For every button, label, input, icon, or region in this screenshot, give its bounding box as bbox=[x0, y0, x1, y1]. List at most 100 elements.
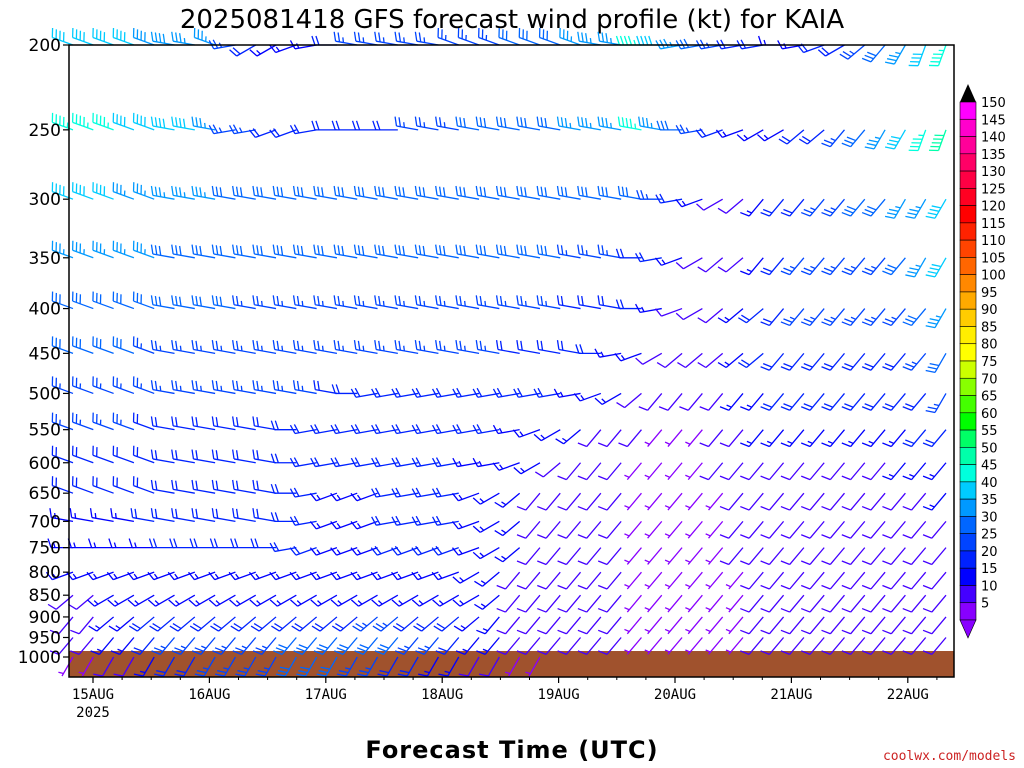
colorbar-label: 90 bbox=[981, 303, 998, 318]
wind-barb bbox=[516, 340, 541, 355]
wind-barb bbox=[232, 416, 256, 431]
wind-barb bbox=[357, 656, 379, 677]
wind-barb bbox=[495, 295, 520, 310]
wind-barb bbox=[458, 656, 480, 677]
wind-barb bbox=[230, 616, 257, 632]
wind-barb bbox=[334, 637, 358, 655]
wind-barb bbox=[248, 571, 277, 581]
wind-barb bbox=[685, 594, 703, 613]
wind-barb bbox=[232, 185, 256, 200]
wind-barb bbox=[740, 198, 764, 217]
wind-barb bbox=[455, 116, 480, 131]
wind-barb bbox=[150, 340, 175, 355]
wind-barb bbox=[495, 116, 520, 131]
wind-barb bbox=[841, 594, 866, 613]
wind-barb bbox=[229, 594, 257, 607]
wind-barb bbox=[112, 291, 135, 310]
wind-barb bbox=[740, 616, 764, 635]
colorbar-label: 15 bbox=[981, 562, 998, 577]
wind-barb bbox=[496, 637, 521, 655]
wind-barb bbox=[800, 429, 825, 448]
wind-barb bbox=[252, 340, 277, 355]
wind-barb bbox=[171, 380, 195, 395]
wind-barb bbox=[249, 594, 277, 607]
wind-barb bbox=[212, 637, 236, 655]
wind-barb bbox=[92, 182, 114, 200]
colorbar-label: 10 bbox=[981, 579, 998, 594]
wind-barb bbox=[664, 571, 683, 590]
colorbar-swatch bbox=[959, 498, 977, 517]
wind-barb bbox=[313, 244, 338, 259]
wind-barb bbox=[882, 637, 906, 655]
colorbar-swatch bbox=[959, 429, 977, 448]
wind-barb bbox=[313, 637, 338, 655]
wind-barb bbox=[679, 393, 703, 411]
colorbar-label: 115 bbox=[981, 217, 1006, 232]
wind-barb bbox=[780, 616, 805, 635]
wind-barb bbox=[112, 412, 135, 431]
wind-barb bbox=[353, 295, 378, 310]
wind-barb bbox=[92, 112, 114, 131]
wind-barb bbox=[882, 520, 906, 539]
wind-barb bbox=[211, 380, 236, 395]
x-axis: 15AUG 2025 16AUG 17AUG 18AUG 19AUG 20AUG 21AUG 2… bbox=[72, 677, 938, 721]
wind-barb bbox=[191, 340, 216, 355]
wind-barb bbox=[699, 462, 724, 481]
wind-barb bbox=[908, 44, 927, 67]
wind-barb bbox=[496, 616, 521, 635]
wind-barb bbox=[110, 508, 135, 523]
colorbar-label: 75 bbox=[981, 355, 998, 370]
wind-barb bbox=[108, 538, 134, 549]
wind-barb bbox=[922, 637, 947, 655]
wind-barb bbox=[922, 429, 947, 448]
wind-barb bbox=[311, 35, 337, 46]
wind-barb bbox=[705, 616, 724, 635]
wind-barb bbox=[512, 429, 541, 438]
wind-barb bbox=[252, 449, 277, 464]
wind-barb bbox=[635, 352, 663, 365]
colorbar-label: 135 bbox=[981, 148, 1006, 163]
wind-barb bbox=[573, 392, 602, 402]
wind-barb bbox=[556, 340, 581, 355]
wind-barb bbox=[272, 380, 297, 395]
wind-barb bbox=[150, 416, 175, 431]
wind-barb bbox=[695, 128, 723, 138]
colorbar-swatch bbox=[959, 567, 977, 586]
colorbar-swatch bbox=[959, 533, 977, 552]
wind-barb bbox=[760, 429, 785, 448]
wind-barb bbox=[431, 487, 459, 498]
wind-barb bbox=[191, 185, 216, 200]
wind-barb bbox=[664, 616, 683, 635]
wind-barb bbox=[719, 547, 744, 566]
colorbar-swatch bbox=[959, 188, 977, 206]
wind-barb bbox=[675, 198, 703, 208]
wind-barb bbox=[513, 462, 541, 475]
y-tick-label: 850 bbox=[29, 586, 61, 606]
wind-barb bbox=[453, 616, 480, 632]
wind-barb bbox=[577, 616, 602, 635]
wind-barb bbox=[922, 462, 947, 481]
wind-barb bbox=[191, 116, 216, 131]
wind-barb bbox=[839, 44, 866, 60]
wind-barb bbox=[821, 393, 845, 411]
wind-barb bbox=[191, 508, 216, 523]
wind-barb bbox=[209, 538, 236, 549]
wind-barb bbox=[800, 571, 825, 590]
wind-barb bbox=[269, 571, 297, 581]
wind-barb bbox=[455, 637, 480, 655]
y-tick-label: 800 bbox=[29, 563, 61, 583]
wind-barb bbox=[705, 492, 724, 511]
wind-barb bbox=[310, 594, 338, 607]
wind-barb bbox=[330, 492, 358, 502]
wind-barb bbox=[90, 637, 115, 655]
y-tick-label: 950 bbox=[29, 628, 61, 648]
wind-barb bbox=[232, 244, 256, 259]
wind-barb bbox=[211, 449, 236, 464]
wind-barb bbox=[780, 492, 805, 511]
wind-barb bbox=[71, 376, 94, 395]
colorbar-swatch bbox=[959, 257, 977, 275]
wind-barb bbox=[719, 492, 744, 511]
wind-barb bbox=[577, 637, 602, 655]
colorbar-swatch bbox=[959, 447, 977, 465]
